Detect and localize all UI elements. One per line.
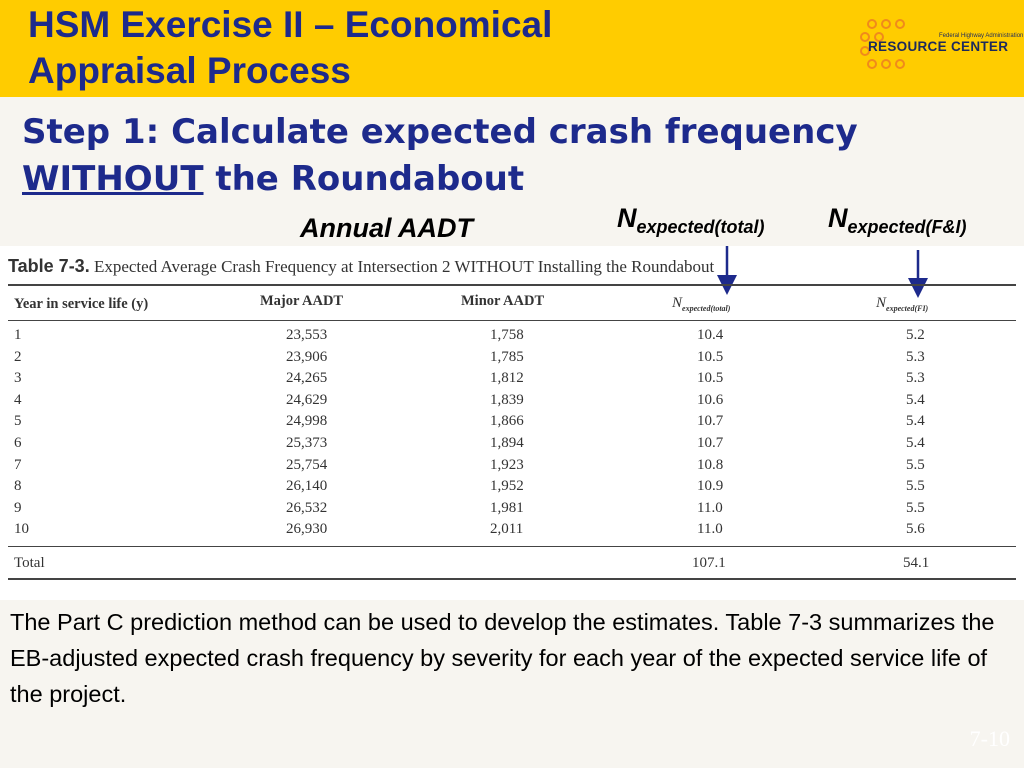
table-header-n-fi-sub: expected(FI)	[886, 304, 929, 313]
cell-year: 3	[14, 370, 22, 386]
table-header-n-total: Nexpected(total)	[672, 295, 730, 313]
cell-year: 10	[14, 521, 29, 537]
table-caption: Table 7-3. Expected Average Crash Freque…	[8, 256, 714, 277]
cell-total: 11.0	[697, 500, 723, 516]
cell-major: 23,906	[286, 349, 328, 365]
cell-fi-sum: 54.1	[903, 555, 930, 571]
annotation-annual-aadt: Annual AADT	[300, 213, 473, 243]
cell-total: 11.0	[697, 521, 723, 537]
table-rule-top	[8, 284, 1016, 286]
table-header-minor: Minor AADT	[461, 293, 545, 309]
cell-minor: 1,952	[490, 478, 524, 494]
cell-minor: 1,923	[490, 457, 524, 473]
cell-year: 5	[14, 413, 22, 429]
cell-major: 24,265	[286, 370, 328, 386]
cell-fi: 5.6	[906, 521, 925, 537]
page-title: HSM Exercise II – Economical Appraisal P…	[28, 2, 788, 94]
table-header-n-fi-base: N	[876, 295, 887, 311]
cell-fi: 5.4	[906, 392, 925, 408]
cell-major: 26,532	[286, 500, 328, 516]
cell-minor: 1,839	[490, 392, 524, 408]
header-bar	[0, 0, 1024, 97]
cell-total-label: Total	[14, 555, 45, 571]
annotation-n-fi-sub: expected(F&I)	[847, 217, 967, 237]
table-header-year: Year in service life (y)	[14, 296, 149, 312]
annotation-n-expected-fi: Nexpected(F&I)	[828, 203, 967, 238]
step-title-line1: Step 1: Calculate expected crash frequen…	[22, 112, 858, 152]
page-number: 7-10	[969, 726, 1010, 751]
cell-minor: 1,894	[490, 435, 524, 451]
cell-major: 25,754	[286, 457, 328, 473]
annotation-n-total-sub: expected(total)	[636, 217, 765, 237]
resource-center-logo: Federal Highway Administration RESOURCE …	[856, 18, 1024, 78]
step-title-line2: WITHOUT the Roundabout	[22, 156, 1012, 203]
cell-major: 23,553	[286, 327, 328, 343]
table-image-area	[0, 246, 1024, 600]
cell-total: 10.7	[697, 413, 724, 429]
cell-fi: 5.2	[906, 327, 925, 343]
cell-minor: 1,981	[490, 500, 524, 516]
cell-fi: 5.5	[906, 478, 925, 494]
step-title: Step 1: Calculate expected crash frequen…	[22, 109, 1012, 203]
cell-fi: 5.4	[906, 435, 925, 451]
cell-total: 10.5	[697, 349, 724, 365]
cell-total: 10.8	[697, 457, 724, 473]
page-title-line1: HSM Exercise II – Economical	[28, 4, 553, 45]
annotation-n-fi-base: N	[828, 203, 848, 233]
table-header-n-total-sub: expected(total)	[682, 304, 731, 313]
logo-circles-icon	[860, 19, 905, 69]
table-rule-header	[8, 320, 1016, 321]
table-header-n-fi: Nexpected(FI)	[876, 295, 928, 313]
cell-major: 26,930	[286, 521, 328, 537]
table-header-major: Major AADT	[260, 293, 344, 309]
cell-minor: 1,758	[490, 327, 524, 343]
cell-year: 8	[14, 478, 22, 494]
cell-fi: 5.3	[906, 370, 925, 386]
table-caption-label: Table 7-3.	[8, 256, 90, 276]
cell-fi: 5.3	[906, 349, 925, 365]
cell-fi: 5.5	[906, 500, 925, 516]
cell-major: 25,373	[286, 435, 328, 451]
cell-year: 2	[14, 349, 22, 365]
body-paragraph: The Part C prediction method can be used…	[10, 609, 995, 707]
cell-total: 10.9	[697, 478, 724, 494]
cell-total: 10.4	[697, 327, 724, 343]
cell-major: 24,629	[286, 392, 328, 408]
logo-title-text: RESOURCE CENTER	[868, 39, 1009, 54]
cell-total: 10.6	[697, 392, 724, 408]
annotation-n-total-base: N	[617, 203, 637, 233]
footer-bar	[0, 718, 1024, 768]
table-rule-total	[8, 546, 1016, 547]
cell-year: 7	[14, 457, 22, 473]
cell-minor: 1,812	[490, 370, 524, 386]
cell-minor: 1,866	[490, 413, 524, 429]
table-header-n-total-base: N	[672, 295, 683, 311]
cell-total-sum: 107.1	[692, 555, 726, 571]
cell-year: 4	[14, 392, 22, 408]
cell-major: 26,140	[286, 478, 328, 494]
cell-total: 10.7	[697, 435, 724, 451]
cell-minor: 2,011	[490, 521, 524, 537]
table-caption-text: Expected Average Crash Frequency at Inte…	[89, 257, 715, 276]
cell-major: 24,998	[286, 413, 328, 429]
cell-year: 6	[14, 435, 22, 451]
cell-year: 1	[14, 327, 22, 343]
cell-fi: 5.5	[906, 457, 925, 473]
cell-minor: 1,785	[490, 349, 524, 365]
table-rule-bottom	[8, 578, 1016, 580]
cell-total: 10.5	[697, 370, 724, 386]
cell-fi: 5.4	[906, 413, 925, 429]
annotation-n-expected-total: Nexpected(total)	[617, 203, 765, 238]
cell-year: 9	[14, 500, 22, 516]
logo-agency-text: Federal Highway Administration	[939, 33, 1024, 39]
page-title-line2: Appraisal Process	[28, 50, 351, 91]
step-title-rest: the Roundabout	[203, 159, 525, 199]
step-title-without: WITHOUT	[22, 159, 204, 199]
